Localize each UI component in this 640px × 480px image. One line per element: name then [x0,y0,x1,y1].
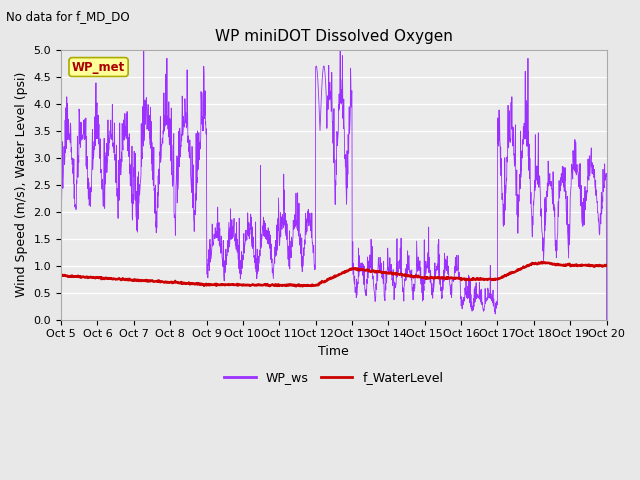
Line: WP_ws: WP_ws [61,50,607,320]
f_WaterLevel [538,259,545,265]
f_WaterLevel [603,263,611,268]
WP_ws [323,111,330,117]
f_WaterLevel [433,275,440,281]
WP_ws [140,47,148,53]
Line: f_WaterLevel: f_WaterLevel [61,262,607,286]
f_WaterLevel [57,272,65,278]
WP_ws [603,317,611,323]
Legend: WP_ws, f_WaterLevel: WP_ws, f_WaterLevel [220,366,448,389]
WP_ws [57,218,65,224]
f_WaterLevel [483,276,491,282]
f_WaterLevel [278,283,285,288]
X-axis label: Time: Time [319,345,349,358]
Text: WP_met: WP_met [72,60,125,73]
f_WaterLevel [113,276,120,282]
WP_ws [85,180,93,185]
f_WaterLevel [298,283,306,289]
WP_ws [487,296,495,302]
Text: No data for f_MD_DO: No data for f_MD_DO [6,10,130,23]
WP_ws [587,154,595,160]
Title: WP miniDOT Dissolved Oxygen: WP miniDOT Dissolved Oxygen [215,29,452,44]
f_WaterLevel [493,276,500,282]
Y-axis label: Wind Speed (m/s), Water Level (psi): Wind Speed (m/s), Water Level (psi) [15,72,28,298]
WP_ws [308,236,316,241]
WP_ws [587,152,595,157]
f_WaterLevel [298,282,305,288]
